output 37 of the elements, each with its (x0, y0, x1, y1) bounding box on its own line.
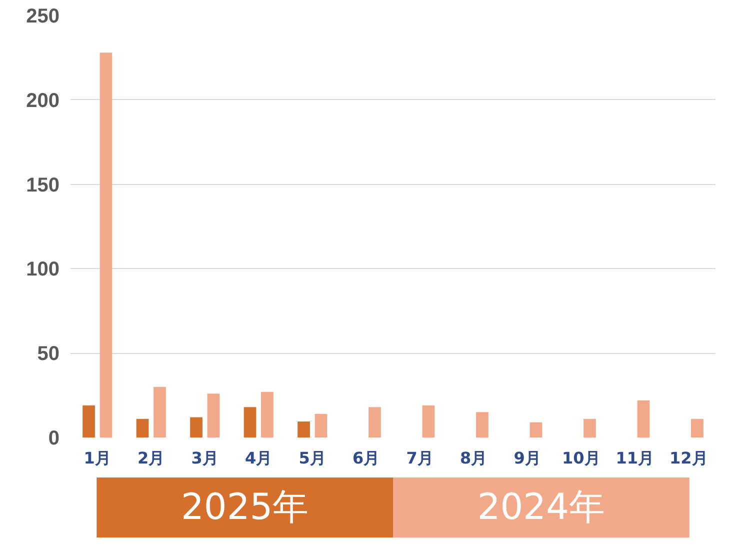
bar (82, 405, 95, 438)
bar (136, 418, 149, 438)
x-tick-label: 2月 (138, 448, 165, 468)
bar (261, 392, 274, 438)
bar (637, 400, 650, 438)
bar (244, 407, 256, 438)
bar (422, 405, 435, 438)
x-tick-label: 3月 (191, 448, 218, 468)
bar (476, 412, 488, 438)
x-tick-label: 7月 (406, 448, 434, 468)
x-tick-label: 4月 (245, 448, 272, 468)
series-label: 2024年 (477, 487, 605, 528)
x-tick-label: 6月 (352, 448, 380, 468)
bar (368, 407, 381, 438)
y-tick-label: 100 (26, 258, 60, 281)
bar (691, 418, 704, 438)
y-tick-label: 250 (26, 6, 60, 28)
y-tick-label: 200 (26, 90, 60, 112)
bar (154, 386, 166, 438)
bar (298, 421, 310, 438)
x-tick-label: 12月 (669, 448, 708, 468)
x-tick-label: 10月 (562, 448, 600, 468)
bar (530, 422, 542, 438)
bar (100, 52, 112, 438)
bar (584, 418, 596, 438)
x-tick-label: 9月 (514, 448, 541, 468)
x-tick-label: 11月 (616, 448, 654, 468)
bar (207, 394, 220, 438)
x-tick-label: 5月 (298, 448, 326, 468)
series-label: 2025年 (181, 487, 309, 528)
bar (190, 417, 202, 438)
y-tick-label: 0 (48, 428, 60, 450)
x-tick-label: 1月 (84, 448, 111, 468)
y-tick-label: 50 (37, 343, 60, 366)
y-tick-label: 150 (26, 174, 60, 196)
x-tick-label: 8月 (460, 448, 488, 468)
bar (314, 414, 328, 438)
